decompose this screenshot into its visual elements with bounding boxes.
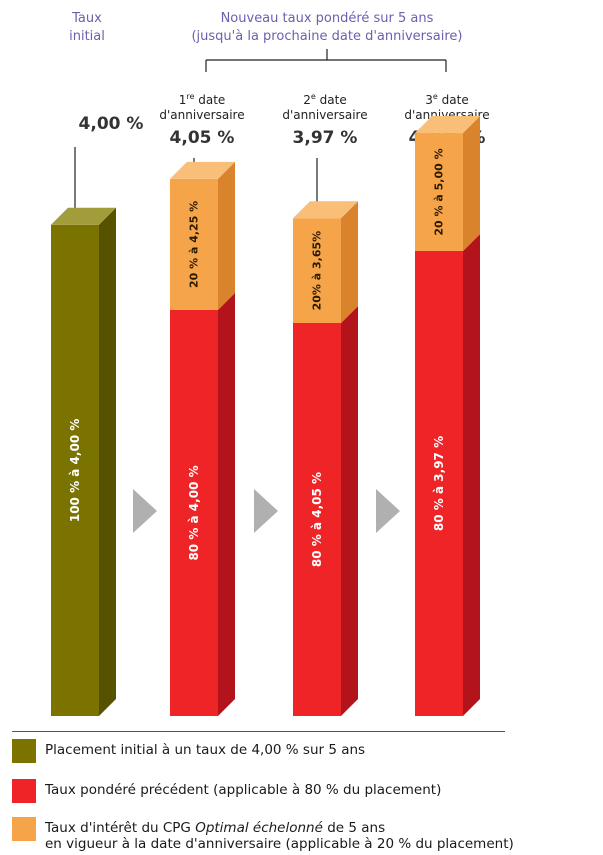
bar-top-anniv1 — [170, 161, 235, 179]
rate-label-anniv1: 4,05 % — [170, 128, 235, 148]
anniv-number-anniv1: 1 — [179, 93, 187, 107]
legend-divider — [12, 731, 505, 732]
anniv-label-line1-anniv3: 3e date — [425, 92, 468, 107]
legend-item-initial: Placement initial à un taux de 4,00 % su… — [12, 739, 365, 763]
legend-item-previous: Taux pondéré précédent (applicable à 80 … — [12, 779, 441, 803]
legend-text-initial: Placement initial à un taux de 4,00 % su… — [45, 742, 366, 758]
legend-text-new-rate-italic: Optimal échelonné — [195, 820, 323, 836]
segment-label-red-anniv2: 80 % à 4,05 % — [310, 472, 324, 567]
bar-side-orange-anniv2 — [341, 201, 358, 323]
bar-segment-orange-anniv3 — [415, 133, 463, 251]
bar-segment-red-anniv2 — [293, 323, 341, 716]
anniv-label-line2-anniv2: d'anniversaire — [282, 108, 367, 122]
legend-text-new-rate: Taux d'intérêt du CPG Optimal échelonné … — [45, 817, 514, 852]
anniv-sup-anniv2: e — [311, 92, 316, 101]
legend-text-new-rate-line2: en vigueur à la date d'anniversaire (app… — [45, 836, 514, 852]
bar-side-orange-anniv3 — [463, 116, 480, 251]
anniv-label-line1-anniv2: 2e date — [303, 92, 346, 107]
bar-segment-orange-anniv1 — [170, 178, 218, 310]
segment-label-orange-anniv1: 20 % à 4,25 % — [188, 201, 201, 288]
legend-swatch-red — [12, 779, 36, 803]
bar-segment-red-anniv3 — [415, 250, 463, 716]
legend-swatch-olive — [12, 739, 36, 763]
legend-text-previous: Taux pondéré précédent (applicable à 80 … — [45, 782, 442, 798]
rate-label-initial: 4,00 % — [79, 114, 144, 134]
anniv-date-word-anniv2: date — [316, 93, 347, 107]
bar-top-initial — [51, 207, 116, 225]
initial-label-line2: initial — [69, 29, 105, 44]
segment-label-red-anniv1: 80 % à 4,00 % — [187, 465, 201, 560]
segment-label-orange-anniv3: 20 % à 5,00 % — [433, 148, 446, 235]
segment-label-olive-initial: 100 % à 4,00 % — [68, 419, 82, 523]
anniv-number-anniv2: 2 — [303, 93, 311, 107]
anniv-sup-anniv3: e — [433, 92, 438, 101]
legend-text-new-rate-part2: de 5 ans — [322, 820, 386, 836]
anniv-label-line1-anniv1: 1re date — [179, 92, 226, 107]
progress-arrow-2 — [254, 489, 278, 533]
bar-side-red-anniv1 — [218, 292, 235, 716]
bar-top-anniv2 — [293, 201, 358, 219]
bar-segment-olive-initial — [51, 224, 99, 716]
rate-label-anniv2: 3,97 % — [293, 128, 358, 148]
anniv-label-line2-anniv1: d'anniversaire — [159, 108, 244, 122]
group-bracket — [205, 49, 447, 72]
bar-side-red-anniv3 — [463, 233, 480, 716]
progress-arrow-3 — [376, 489, 400, 533]
segment-label-red-anniv3: 80 % à 3,97 % — [432, 436, 446, 531]
group-label-line1: Nouveau taux pondéré sur 5 ans — [221, 11, 434, 26]
group-label-line2: (jusqu'à la prochaine date d'anniversair… — [191, 29, 462, 44]
anniv-date-word-anniv3: date — [438, 93, 469, 107]
bar-side-olive-initial — [99, 207, 116, 716]
bar-side-red-anniv2 — [341, 306, 358, 716]
segment-label-orange-anniv2: 20% à 3,65% — [311, 231, 324, 311]
bar-top-anniv3 — [415, 116, 480, 134]
bar-segment-orange-anniv2 — [293, 218, 341, 323]
anniv-number-anniv3: 3 — [425, 93, 433, 107]
legend-item-new-rate: Taux d'intérêt du CPG Optimal échelonné … — [12, 817, 514, 852]
legend-text-new-rate-part1: Taux d'intérêt du CPG — [45, 820, 196, 836]
bar-side-orange-anniv1 — [218, 161, 235, 310]
legend-swatch-orange — [12, 817, 36, 841]
chart-canvas: Taux initial Nouveau taux pondéré sur 5 … — [51, 11, 490, 716]
bar-segment-red-anniv1 — [170, 309, 218, 716]
initial-label-line1: Taux — [71, 11, 102, 26]
anniv-sup-anniv1: re — [186, 92, 194, 101]
progress-arrow-1 — [133, 489, 157, 533]
anniv-date-word-anniv1: date — [194, 93, 225, 107]
